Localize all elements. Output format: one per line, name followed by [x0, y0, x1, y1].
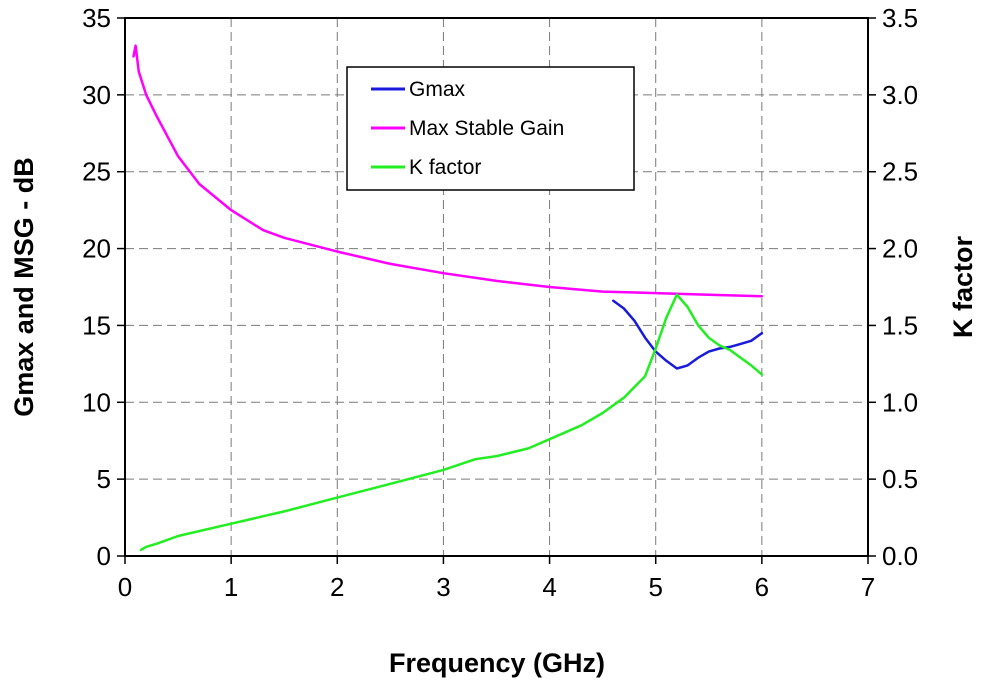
x-tick-label: 0 [118, 572, 132, 602]
y-right-axis-title: K factor [948, 236, 978, 339]
legend-label-kfactor: K factor [409, 156, 481, 179]
y-left-tick-label: 5 [97, 464, 111, 494]
legend: Gmax Max Stable Gain K factor [346, 66, 635, 191]
y-left-tick-label: 15 [82, 310, 111, 340]
y-right-axis-ticks: 0.0 0.5 1.0 1.5 2.0 2.5 3.0 3.5 [868, 3, 918, 571]
x-axis-title: Frequency (GHz) [389, 648, 605, 678]
max-stable-gain-line [132, 44, 764, 298]
x-axis-ticks: 0 1 2 3 4 5 6 7 [118, 556, 875, 602]
y-left-tick-label: 25 [82, 157, 111, 187]
y-left-axis-title: Gmax and MSG - dB [9, 157, 39, 417]
x-tick-label: 1 [224, 572, 238, 602]
y-left-tick-label: 30 [82, 80, 111, 110]
x-tick-label: 2 [330, 572, 344, 602]
series-lines [132, 44, 764, 552]
x-tick-label: 6 [755, 572, 769, 602]
y-right-tick-label: 3.0 [882, 80, 918, 110]
y-left-tick-label: 0 [97, 541, 111, 571]
k-factor-line [139, 293, 764, 552]
gmax-line [612, 299, 764, 370]
y-right-tick-label: 0.5 [882, 464, 918, 494]
y-right-tick-label: 2.5 [882, 157, 918, 187]
y-right-tick-label: 3.5 [882, 3, 918, 33]
x-tick-label: 7 [861, 572, 875, 602]
y-left-tick-label: 35 [82, 3, 111, 33]
legend-label-gmax: Gmax [409, 78, 466, 101]
plot-border [124, 17, 869, 557]
legend-label-msg: Max Stable Gain [409, 117, 564, 140]
x-tick-label: 5 [648, 572, 662, 602]
x-tick-label: 4 [542, 572, 556, 602]
y-right-tick-label: 0.0 [882, 541, 918, 571]
y-right-tick-label: 1.0 [882, 387, 918, 417]
y-right-tick-label: 1.5 [882, 310, 918, 340]
x-tick-label: 3 [436, 572, 450, 602]
y-left-tick-label: 20 [82, 234, 111, 264]
y-left-axis-ticks: 0 5 10 15 20 25 30 35 [82, 3, 125, 571]
y-right-tick-label: 2.0 [882, 234, 918, 264]
y-left-tick-label: 10 [82, 387, 111, 417]
